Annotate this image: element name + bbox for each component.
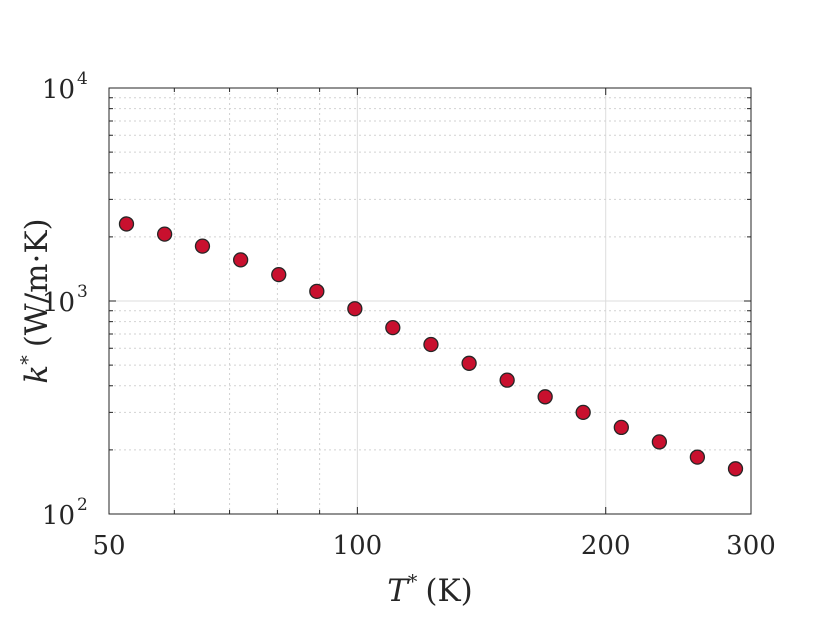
y-tick-label: 10 [42, 288, 75, 318]
data-point [689, 449, 706, 465]
x-axis-title: T* (K) [387, 571, 473, 609]
data-point [575, 404, 591, 421]
tick-marks [109, 88, 752, 514]
y-tick-exponent: 3 [77, 282, 88, 302]
y-tick-exponent: 4 [77, 69, 88, 89]
y-tick-exponent: 2 [77, 495, 88, 515]
y-tick-label: 10 [42, 501, 75, 531]
data-point [194, 238, 211, 254]
data-point [727, 461, 744, 477]
x-tick-labels: 50 100 200 300 [92, 531, 775, 561]
data-point [537, 389, 553, 405]
data-point [499, 372, 515, 388]
data-point [613, 419, 629, 436]
data-point [461, 355, 477, 371]
data-point [271, 266, 287, 283]
data-point [423, 336, 439, 353]
data-point [385, 319, 401, 336]
x-tick-label: 300 [726, 531, 776, 561]
x-tick-label: 100 [333, 531, 383, 561]
data-point [156, 226, 173, 242]
y-tick-label: 10 [42, 75, 75, 105]
x-tick-label: 50 [92, 531, 125, 561]
grid-lines [109, 88, 752, 514]
data-point [118, 216, 135, 232]
y-axis-title: k*(W/m·K) [17, 218, 55, 383]
x-tick-label: 200 [581, 531, 631, 561]
data-point [347, 301, 363, 317]
data-point [651, 434, 668, 450]
data-point [232, 252, 249, 268]
data-points [118, 216, 744, 477]
data-point [309, 283, 325, 299]
